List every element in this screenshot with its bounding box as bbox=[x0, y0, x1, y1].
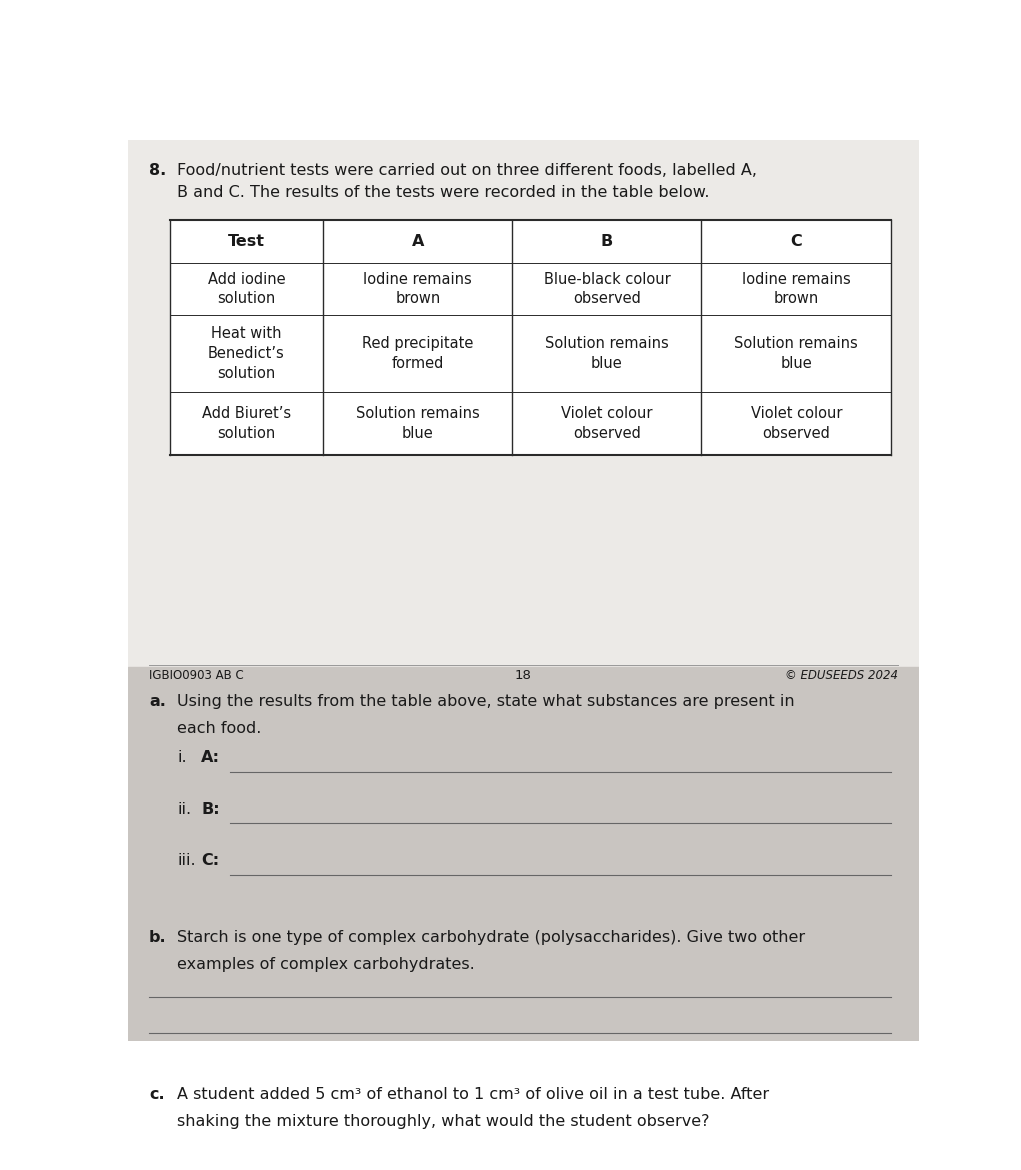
Text: Starch is one type of complex carbohydrate (polysaccharides). Give two other: Starch is one type of complex carbohydra… bbox=[178, 930, 806, 944]
Text: C: C bbox=[790, 234, 803, 249]
Text: Blue-black colour
observed: Blue-black colour observed bbox=[543, 271, 670, 307]
Text: A:: A: bbox=[201, 750, 221, 765]
Text: b.: b. bbox=[149, 930, 166, 944]
Text: each food.: each food. bbox=[178, 722, 261, 736]
Text: Add Biuret’s
solution: Add Biuret’s solution bbox=[202, 406, 291, 441]
Text: Heat with
Benedict’s
solution: Heat with Benedict’s solution bbox=[208, 326, 285, 380]
Text: 8.: 8. bbox=[149, 163, 166, 178]
Text: Solution remains
blue: Solution remains blue bbox=[734, 336, 859, 371]
Text: ii.: ii. bbox=[178, 801, 192, 817]
Text: Solution remains
blue: Solution remains blue bbox=[545, 336, 669, 371]
Text: 18: 18 bbox=[515, 669, 532, 682]
Bar bbox=[128, 140, 919, 667]
Text: Food/nutrient tests were carried out on three different foods, labelled A,: Food/nutrient tests were carried out on … bbox=[178, 163, 758, 178]
Text: Solution remains
blue: Solution remains blue bbox=[356, 406, 480, 441]
Text: Iodine remains
brown: Iodine remains brown bbox=[742, 271, 850, 307]
Text: A: A bbox=[411, 234, 424, 249]
Text: examples of complex carbohydrates.: examples of complex carbohydrates. bbox=[178, 957, 475, 971]
Text: a.: a. bbox=[149, 695, 165, 709]
Text: Iodine remains
brown: Iodine remains brown bbox=[363, 271, 472, 307]
Text: © EDUSEEDS 2024: © EDUSEEDS 2024 bbox=[784, 669, 897, 682]
Bar bbox=[128, 667, 919, 1041]
Text: IGBIO0903 AB C: IGBIO0903 AB C bbox=[149, 669, 244, 682]
Text: Test: Test bbox=[228, 234, 264, 249]
Text: B: B bbox=[600, 234, 613, 249]
Text: Add iodine
solution: Add iodine solution bbox=[207, 271, 285, 307]
Text: Red precipitate
formed: Red precipitate formed bbox=[362, 336, 474, 371]
Text: A student added 5 cm³ of ethanol to 1 cm³ of olive oil in a test tube. After: A student added 5 cm³ of ethanol to 1 cm… bbox=[178, 1087, 770, 1102]
Text: Using the results from the table above, state what substances are present in: Using the results from the table above, … bbox=[178, 695, 795, 709]
Bar bbox=[169, 220, 891, 455]
Text: B:: B: bbox=[201, 801, 220, 817]
Text: i.: i. bbox=[178, 750, 187, 765]
Text: C:: C: bbox=[201, 853, 220, 868]
Text: Violet colour
observed: Violet colour observed bbox=[750, 406, 842, 441]
Text: B and C. The results of the tests were recorded in the table below.: B and C. The results of the tests were r… bbox=[178, 186, 710, 200]
Text: Violet colour
observed: Violet colour observed bbox=[562, 406, 652, 441]
Text: iii.: iii. bbox=[178, 853, 196, 868]
Text: c.: c. bbox=[149, 1087, 164, 1102]
Text: shaking the mixture thoroughly, what would the student observe?: shaking the mixture thoroughly, what wou… bbox=[178, 1114, 710, 1129]
